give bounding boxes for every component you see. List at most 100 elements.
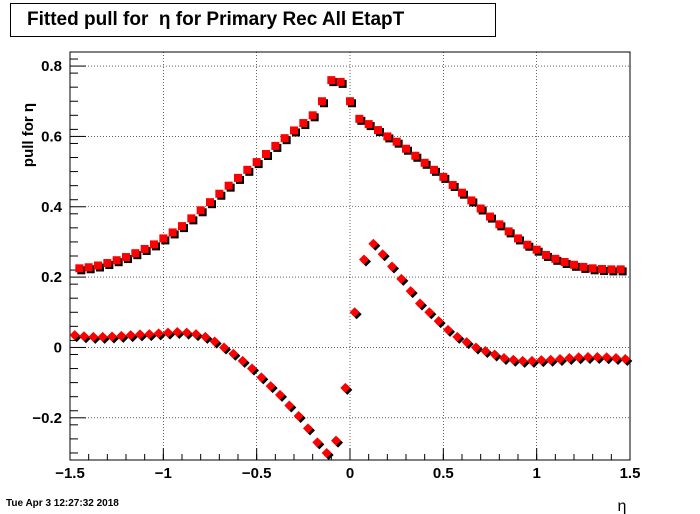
data-point [564,353,575,363]
grid [70,52,630,460]
data-point [411,151,420,160]
data-point [405,286,416,297]
data-point [237,355,248,366]
data-point [88,331,99,342]
data-point [536,355,547,366]
y-tick-label: 0.6 [41,128,62,145]
data-point [256,372,267,383]
data-point [79,331,89,342]
data-point [396,273,407,284]
x-tick-label: 1.5 [620,465,641,482]
data-point [443,324,453,335]
x-tick-label: −1 [155,465,172,482]
data-point [321,447,332,458]
data-point [616,265,625,274]
title-box: Fitted pull for η for Primary Rec All Et… [10,3,496,37]
data-point [458,188,466,197]
data-point [181,327,192,338]
data-point [172,326,183,337]
data-point [355,114,364,123]
data-point [280,134,289,143]
data-point [290,126,298,135]
data-point [303,423,313,434]
data-point [94,261,102,270]
data-point [433,316,444,327]
data-point [517,355,528,366]
data-point [383,132,392,141]
data-point [583,351,593,362]
data-points [69,76,633,460]
axes: −1.5 −1 −0.5 0 0.5 1 1.5 −0.2 0 0.2 0.4 0.6 0.8 [32,58,640,482]
data-point [215,189,224,198]
x-tick-label: −1.5 [55,465,85,482]
data-point [424,307,435,318]
data-point [439,172,448,181]
data-point [159,234,168,243]
data-point [346,97,354,106]
data-point [153,328,164,339]
data-point [499,353,509,363]
timestamp: Tue Apr 3 12:27:32 2018 [6,498,119,509]
data-point [271,141,280,150]
data-point [392,137,401,146]
data-point [275,389,285,400]
data-point [168,228,177,237]
data-point [219,342,229,353]
data-point [555,354,565,365]
data-point [573,352,584,363]
data-point [131,249,140,258]
data-point [75,264,84,273]
x-tick-label: 0.5 [433,465,454,482]
data-point [471,342,481,353]
data-point [122,253,130,262]
data-point [135,329,145,340]
data-point [284,400,295,411]
data-point [452,331,463,342]
data-point [293,411,304,422]
data-point [592,351,603,362]
data-point [551,254,560,263]
data-point [374,126,382,135]
data-point [312,437,323,448]
data-point [191,329,201,340]
data-point [178,222,186,231]
y-tick-label: 0.8 [41,58,62,75]
data-point [504,227,513,236]
data-point [579,262,588,271]
data-point [402,144,410,153]
data-point [144,329,155,340]
data-point [209,336,220,347]
data-point [532,245,541,254]
data-point [247,363,257,374]
data-point [84,263,93,272]
data-point [206,198,214,207]
data-point [611,353,621,363]
data-point [368,238,379,249]
data-point [262,150,270,158]
data-point [97,331,108,342]
data-point [495,220,504,229]
data-point [265,381,276,392]
data-point [349,307,360,318]
y-tick-label: 0.4 [41,199,63,216]
x-tick-label: 0 [346,465,354,482]
data-point [486,212,494,221]
y-tick-label: 0.2 [41,269,62,286]
data-point [150,240,158,249]
data-point [112,256,121,265]
data-point [514,234,522,243]
data-point [387,261,397,272]
data-point [243,165,252,174]
y-axis-label: pull for η [20,103,37,167]
data-point [69,330,80,341]
data-point [430,165,438,174]
data-point [228,348,239,359]
data-point [527,355,537,366]
chart-title: Fitted pull for η for Primary Rec All Et… [27,9,405,30]
data-point [523,240,532,249]
data-point [480,345,491,356]
data-point [415,298,425,309]
data-point [308,111,317,120]
data-point [598,265,606,274]
